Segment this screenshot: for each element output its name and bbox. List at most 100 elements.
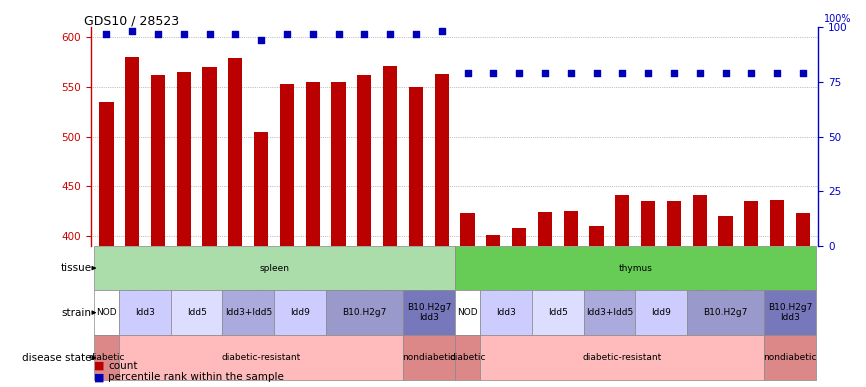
Bar [125, 57, 139, 246]
Bar [229, 58, 242, 246]
Bar [455, 335, 481, 380]
Point [616, 70, 630, 76]
Text: diabetic: diabetic [449, 353, 486, 362]
Bar [120, 335, 403, 380]
Bar [564, 211, 578, 246]
Bar [435, 74, 449, 246]
Point [280, 31, 294, 37]
Text: tissue: tissue [61, 263, 92, 273]
Bar [455, 290, 481, 335]
Bar [203, 67, 216, 246]
Bar [667, 201, 681, 246]
Point [512, 70, 526, 76]
Point [126, 28, 139, 34]
Text: B10.H2g7: B10.H2g7 [703, 308, 747, 317]
Text: B10.H2g7: B10.H2g7 [342, 308, 386, 317]
Text: Idd5: Idd5 [548, 308, 568, 317]
Bar [177, 72, 191, 246]
Bar [326, 290, 403, 335]
Text: ■: ■ [94, 361, 104, 371]
Bar [687, 290, 764, 335]
Text: 100%: 100% [824, 14, 851, 24]
Bar [584, 290, 636, 335]
Text: Idd9: Idd9 [651, 308, 671, 317]
Bar [94, 335, 120, 380]
Point [255, 37, 268, 43]
Bar [151, 75, 165, 246]
Text: diabetic-resistant: diabetic-resistant [583, 353, 662, 362]
Point [151, 31, 165, 37]
Text: Idd3+Idd5: Idd3+Idd5 [585, 308, 633, 317]
Bar [332, 82, 346, 246]
Text: ■: ■ [94, 372, 104, 382]
Point [693, 70, 707, 76]
Bar [481, 335, 764, 380]
Text: count: count [108, 361, 138, 371]
Point [745, 70, 759, 76]
Bar [764, 335, 816, 380]
Point [770, 70, 784, 76]
Bar [744, 201, 759, 246]
Bar [770, 200, 785, 246]
Bar [796, 213, 810, 246]
Bar [461, 213, 475, 246]
Point [229, 31, 242, 37]
Bar [455, 246, 816, 290]
Bar [306, 82, 320, 246]
Text: nondiabetic: nondiabetic [402, 353, 456, 362]
Point [590, 70, 604, 76]
Point [203, 31, 216, 37]
Point [306, 31, 320, 37]
Bar [383, 66, 397, 246]
Bar [254, 132, 268, 246]
Text: Idd5: Idd5 [187, 308, 207, 317]
Bar [280, 84, 294, 246]
Text: Idd9: Idd9 [290, 308, 310, 317]
Text: NOD: NOD [457, 308, 478, 317]
Bar [403, 290, 455, 335]
Point [667, 70, 681, 76]
Text: Idd3: Idd3 [496, 308, 516, 317]
Point [100, 31, 113, 37]
Point [435, 28, 449, 34]
Point [409, 31, 423, 37]
Bar [486, 235, 501, 246]
Bar [403, 335, 455, 380]
Text: Idd3: Idd3 [135, 308, 155, 317]
Bar [538, 212, 552, 246]
Text: disease state: disease state [22, 353, 92, 363]
Point [564, 70, 578, 76]
Bar [641, 201, 656, 246]
Point [461, 70, 475, 76]
Point [641, 70, 655, 76]
Bar [719, 216, 733, 246]
Point [796, 70, 810, 76]
Bar [223, 290, 274, 335]
Point [177, 31, 191, 37]
Point [719, 70, 733, 76]
Bar [94, 290, 120, 335]
Point [384, 31, 397, 37]
Bar [615, 195, 630, 246]
Point [358, 31, 372, 37]
Bar [481, 290, 532, 335]
Bar [636, 290, 687, 335]
Bar [532, 290, 584, 335]
Bar [120, 290, 171, 335]
Bar [171, 290, 223, 335]
Text: B10.H2g7
Idd3: B10.H2g7 Idd3 [768, 303, 812, 322]
Text: strain: strain [61, 308, 92, 318]
Text: spleen: spleen [259, 264, 289, 272]
Text: diabetic: diabetic [88, 353, 125, 362]
Bar [274, 290, 326, 335]
Text: B10.H2g7
Idd3: B10.H2g7 Idd3 [407, 303, 451, 322]
Text: GDS10 / 28523: GDS10 / 28523 [84, 14, 178, 27]
Text: diabetic-resistant: diabetic-resistant [222, 353, 301, 362]
Bar [409, 87, 423, 246]
Bar [764, 290, 816, 335]
Text: thymus: thymus [618, 264, 652, 272]
Point [487, 70, 501, 76]
Bar [693, 195, 707, 246]
Bar [100, 102, 113, 246]
Bar [358, 75, 372, 246]
